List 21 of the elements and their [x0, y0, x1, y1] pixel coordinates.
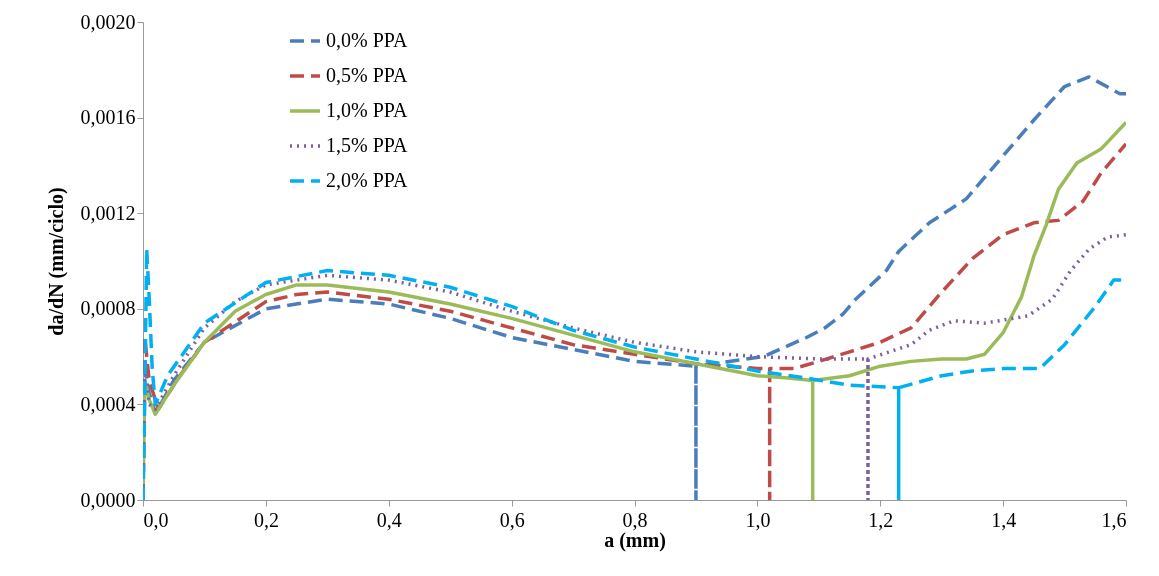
x-tick-label: 0,2	[253, 508, 279, 531]
x-tick-label: 0,6	[499, 508, 525, 531]
legend-label: 1,5% PPA	[326, 134, 409, 156]
x-tick-label: 1,6	[1101, 508, 1127, 531]
x-tick-label: 1,4	[991, 508, 1017, 531]
x-tick-label: 0,4	[376, 508, 402, 531]
x-tick-label: 1,2	[868, 508, 894, 531]
legend-label: 1,0% PPA	[326, 99, 409, 121]
y-tick-label: 0,0012	[80, 201, 136, 224]
legend-label: 2,0% PPA	[326, 169, 409, 191]
legend-label: 0,5% PPA	[326, 64, 409, 86]
x-tick-label: 0,8	[622, 508, 648, 531]
y-tick-label: 0,0020	[80, 10, 136, 33]
y-tick-label: 0,0000	[80, 488, 136, 511]
x-tick-label: 1,0	[745, 508, 771, 531]
x-tick-label: 0,0	[143, 508, 169, 531]
legend-label: 0,0% PPA	[326, 29, 409, 51]
y-axis-title: da/dN (mm/ciclo)	[44, 187, 68, 336]
y-tick-label: 0,0016	[80, 106, 136, 129]
y-tick-label: 0,0008	[80, 297, 136, 320]
y-tick-label: 0,0004	[80, 392, 136, 415]
